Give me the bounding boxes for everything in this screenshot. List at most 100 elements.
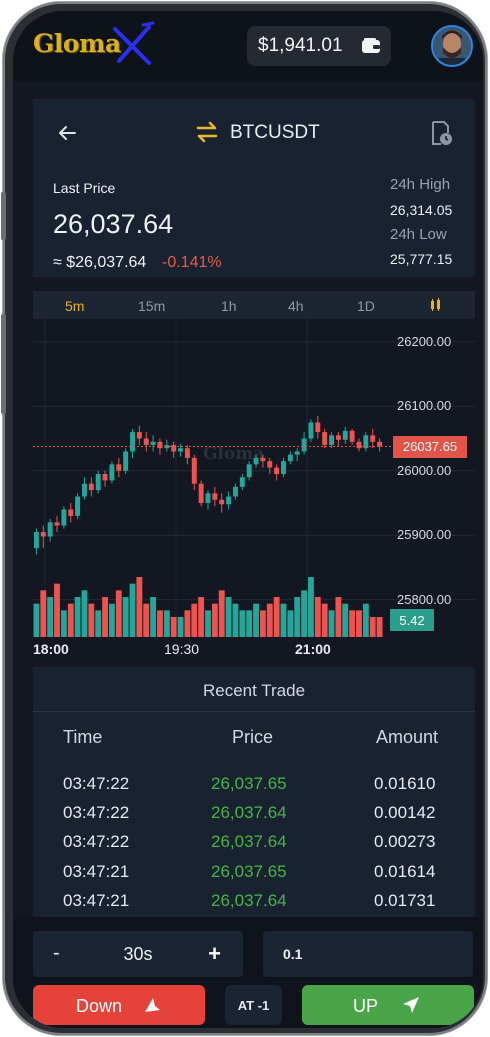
volume-bar bbox=[198, 597, 205, 637]
volume-bar bbox=[280, 603, 287, 637]
volume-bar bbox=[239, 610, 246, 637]
candle-body bbox=[143, 438, 149, 445]
tab-5m[interactable]: 5m bbox=[65, 298, 85, 314]
y-tick-label: 25900.00 bbox=[397, 527, 452, 543]
trade-row: 03:47:21 26,037.65 0.01614 bbox=[33, 862, 475, 891]
volume-bar bbox=[321, 603, 328, 637]
x-tick-label: 18:00 bbox=[33, 641, 69, 657]
candle-body bbox=[253, 457, 259, 465]
candle-body bbox=[47, 522, 53, 537]
recent-trade-panel: Recent Trade Time Price Amount 03:47:22 … bbox=[33, 667, 475, 917]
volume-bar bbox=[60, 610, 67, 637]
app-screen: Gloma $1,941.01 bbox=[13, 11, 483, 1028]
swap-icon[interactable] bbox=[195, 120, 219, 144]
col-header-time: Time bbox=[63, 727, 103, 747]
y-tick-label: 26000.00 bbox=[397, 462, 452, 478]
trade-row: 03:47:22 26,037.64 0.00142 bbox=[33, 803, 475, 832]
candle-body bbox=[191, 457, 197, 484]
trade-amount: 0.00273 bbox=[374, 832, 436, 851]
send-arrow-icon bbox=[403, 997, 419, 1013]
wallet-icon[interactable] bbox=[361, 37, 381, 54]
history-icon[interactable] bbox=[429, 120, 453, 146]
price-chart[interactable]: Gloma 26200.00 26100.00 26000.00 25900.0… bbox=[33, 319, 475, 665]
brand-logo: Gloma bbox=[33, 29, 121, 58]
volume-bar bbox=[266, 603, 273, 637]
volume-bar bbox=[129, 583, 136, 637]
volume-bar bbox=[253, 603, 259, 637]
volume-bar bbox=[54, 583, 60, 637]
volume-bar bbox=[74, 597, 81, 637]
volume-bar bbox=[108, 603, 115, 637]
volume-bar bbox=[294, 597, 301, 637]
volume-bar bbox=[342, 603, 349, 637]
volume-bar bbox=[273, 597, 280, 637]
volume-bar bbox=[81, 590, 88, 637]
current-price-tag: 26037.65 bbox=[393, 435, 467, 458]
candle-body bbox=[123, 451, 129, 471]
tab-15m[interactable]: 15m bbox=[138, 298, 166, 314]
arrow-left-icon[interactable] bbox=[55, 121, 79, 145]
at-button[interactable]: AT -1 bbox=[225, 985, 282, 1025]
trade-amount: 0.01614 bbox=[374, 862, 436, 881]
volume-bar bbox=[225, 597, 232, 637]
volume-bar bbox=[308, 577, 314, 637]
up-button[interactable]: UP bbox=[302, 985, 474, 1025]
candle-body bbox=[260, 457, 266, 462]
trade-time: 03:47:22 bbox=[63, 803, 130, 822]
last-price-label: Last Price bbox=[53, 180, 116, 196]
candle-body bbox=[75, 496, 81, 516]
timeframe-tabs: 5m 15m 1h 4h 1D bbox=[33, 291, 475, 319]
volume-bar bbox=[232, 603, 239, 637]
volume-bar bbox=[170, 617, 177, 637]
increase-duration-button[interactable]: + bbox=[208, 941, 221, 966]
indicator-icon[interactable] bbox=[429, 298, 443, 312]
volume-bar bbox=[136, 577, 143, 637]
volume-bar bbox=[184, 610, 191, 637]
candle-body bbox=[109, 464, 115, 481]
tab-1h[interactable]: 1h bbox=[221, 298, 237, 314]
candle-body bbox=[301, 438, 307, 452]
avatar-portrait-icon bbox=[433, 27, 471, 65]
candle-body bbox=[212, 493, 218, 500]
x-tick-label: 19:30 bbox=[164, 641, 200, 657]
trade-row: 03:47:21 26,037.64 0.01731 bbox=[33, 891, 475, 920]
trade-price: 26,037.65 bbox=[211, 862, 287, 881]
low-value: 25,777.15 bbox=[390, 251, 453, 267]
candle-body bbox=[342, 430, 348, 440]
low-label: 24h Low bbox=[390, 226, 447, 243]
volume-bar bbox=[349, 610, 356, 637]
candle-body bbox=[102, 474, 108, 481]
tab-1d[interactable]: 1D bbox=[357, 298, 375, 314]
candle-body bbox=[281, 461, 286, 474]
candle-body bbox=[315, 422, 321, 433]
ticker-panel: BTCUSDT Last Price 26,037.64 ≈ $26,037.6… bbox=[33, 99, 475, 277]
trade-row: 03:47:22 26,037.64 0.00273 bbox=[33, 832, 475, 861]
user-avatar[interactable] bbox=[431, 25, 473, 67]
usd-price: ≈ $26,037.64 bbox=[53, 254, 147, 271]
candle-body bbox=[377, 441, 383, 447]
decrease-duration-button[interactable]: - bbox=[53, 942, 60, 964]
down-button[interactable]: Down bbox=[33, 985, 205, 1025]
volume-bar bbox=[362, 603, 369, 637]
candle-body bbox=[329, 435, 334, 445]
candle-body bbox=[61, 509, 67, 526]
volume-bar bbox=[369, 617, 376, 637]
tab-4h[interactable]: 4h bbox=[288, 298, 304, 314]
candle-body bbox=[232, 486, 238, 497]
volume-bar bbox=[205, 610, 211, 637]
wallet-balance[interactable]: $1,941.01 bbox=[247, 26, 391, 66]
trade-amount: 0.01731 bbox=[374, 891, 436, 910]
amount-input[interactable] bbox=[263, 931, 473, 977]
side-button-upper bbox=[1, 192, 6, 240]
col-header-amount: Amount bbox=[376, 727, 439, 747]
volume-bar bbox=[88, 603, 95, 637]
high-label: 24h High bbox=[390, 176, 451, 193]
last-price-value: 26,037.64 bbox=[53, 209, 174, 239]
candle-body bbox=[294, 451, 300, 455]
top-bar: Gloma $1,941.01 bbox=[13, 11, 483, 81]
candle-body bbox=[54, 522, 60, 526]
candle-body bbox=[150, 441, 156, 445]
candle-body bbox=[322, 432, 328, 445]
volume-bar bbox=[95, 610, 102, 637]
